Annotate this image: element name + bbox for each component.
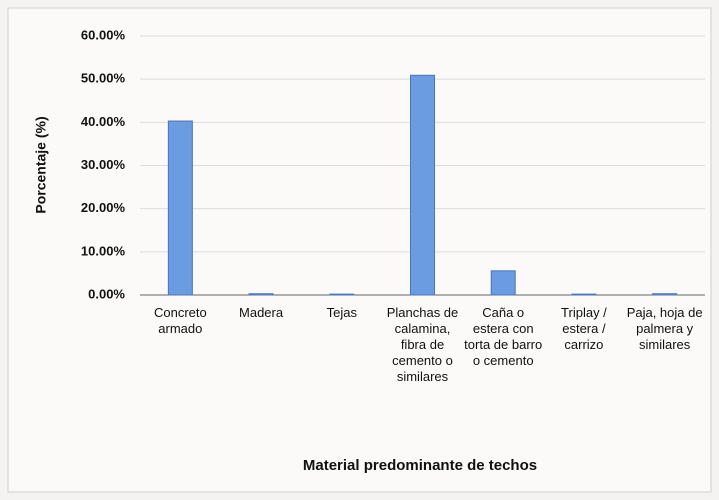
bar <box>167 120 193 296</box>
bar <box>652 293 678 296</box>
y-tick-label: 40.00% <box>81 114 126 129</box>
bar <box>329 293 355 296</box>
x-tick-label: Madera <box>239 305 284 320</box>
x-axis-title: Material predominante de techos <box>303 457 537 474</box>
y-tick-label: 0.00% <box>88 286 125 301</box>
bar <box>571 293 597 296</box>
y-axis-title: Porcentaje (%) <box>33 116 49 213</box>
bar <box>248 293 274 296</box>
x-tick-label: Concreto armado <box>153 305 207 336</box>
bar <box>410 74 435 296</box>
chart-frame <box>7 7 712 493</box>
x-tick-label: Planchas de calamina, fibra de cemento o… <box>386 305 459 384</box>
x-tick-label: Tejas <box>326 305 357 320</box>
y-tick-label: 60.00% <box>81 27 126 42</box>
x-tick-label: Paja, hoja de palmera y similares <box>626 305 703 352</box>
y-tick-label: 10.00% <box>81 243 126 258</box>
y-tick-label: 20.00% <box>81 200 126 215</box>
x-tick-label: Caña o estera con torta de barro o cemen… <box>464 305 543 368</box>
x-tick-label: Triplay / estera / carrizo <box>561 305 607 352</box>
bar <box>490 270 516 296</box>
y-tick-label: 50.00% <box>81 71 126 86</box>
y-tick-label: 30.00% <box>81 157 126 172</box>
